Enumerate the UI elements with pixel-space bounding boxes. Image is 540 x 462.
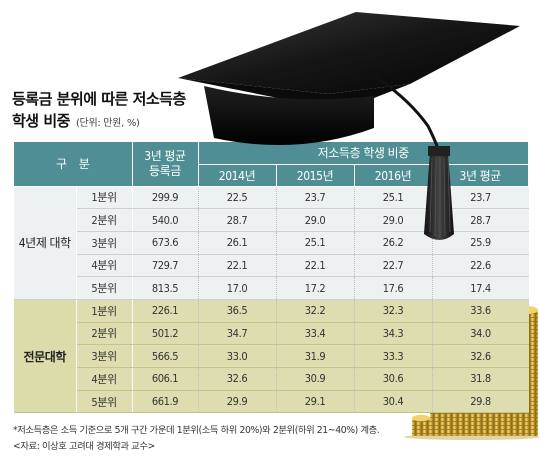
table-row: 4분위 606.1 32.6 30.9 30.6 31.8 — [14, 367, 529, 391]
quintile-cell: 3분위 — [75, 231, 132, 255]
unit-label: (단위: 만원, %) — [75, 118, 140, 129]
value-cell: 33.4 — [276, 322, 355, 346]
value-cell: 25.1 — [354, 186, 433, 210]
table-row: 2분위 540.0 28.7 29.0 29.0 28.7 — [14, 208, 529, 232]
quintile-cell: 4분위 — [75, 254, 132, 278]
table-row: 전문대학 1분위 226.1 36.5 32.2 32.3 33.6 — [14, 299, 529, 414]
value-cell: 23.7 — [276, 186, 355, 210]
quintile-cell: 2분위 — [75, 208, 132, 232]
value-cell: 31.9 — [276, 344, 355, 368]
avg-tuition-cell: 540.0 — [131, 208, 199, 232]
avg-tuition-cell: 813.5 — [131, 276, 199, 300]
quintile-cell: 4분위 — [75, 367, 132, 391]
table-row: 5분위 661.9 29.9 29.1 30.4 29.8 — [14, 390, 529, 414]
quintile-cell: 3분위 — [75, 344, 132, 368]
table-row: 5분위 813.5 17.0 17.2 17.6 17.4 — [14, 276, 529, 300]
value-cell: 17.6 — [354, 276, 433, 300]
table-row: 4년제 대학 1분위 299.9 22.5 23.7 25.1 23.7 — [14, 186, 529, 300]
value-cell: 25.1 — [276, 231, 355, 255]
quintile-cell: 2분위 — [75, 322, 132, 346]
table-row: 4분위 729.7 22.1 22.1 22.7 22.6 — [14, 254, 529, 278]
avg-tuition-cell: 661.9 — [131, 390, 199, 414]
value-cell: 22.1 — [276, 254, 355, 278]
table-row: 3분위 673.6 26.1 25.1 26.2 25.9 — [14, 231, 529, 255]
value-cell: 34.7 — [198, 322, 277, 346]
value-cell: 17.4 — [432, 276, 529, 300]
footnotes: *저소득층은 소득 기준으로 5개 구간 가운데 1분위(소득 하위 20%)와… — [13, 423, 533, 455]
title-line1: 등록금 분위에 따른 저소득층 — [12, 90, 186, 108]
college-group: 전문대학 1분위 226.1 36.5 32.2 32.3 33.6 2분위 5… — [14, 299, 529, 414]
value-cell: 30.4 — [354, 390, 433, 414]
univ-group: 4년제 대학 1분위 299.9 22.5 23.7 25.1 23.7 2분위… — [14, 186, 529, 300]
source-note: <자료: 이상호 고려대 경제학과 교수> — [13, 441, 155, 452]
table-row: 2분위 501.2 34.7 33.4 34.3 34.0 — [14, 322, 529, 346]
avg-tuition-cell: 729.7 — [131, 254, 199, 278]
value-cell: 30.9 — [276, 367, 355, 391]
value-cell: 26.2 — [354, 231, 433, 255]
value-cell: 22.6 — [432, 254, 529, 278]
graduation-cap-icon — [178, 12, 520, 240]
value-cell: 36.5 — [198, 299, 277, 323]
year-header: 2014년 — [198, 164, 277, 187]
avg-tuition-cell: 566.5 — [131, 344, 199, 368]
value-cell: 34.3 — [354, 322, 433, 346]
value-cell: 29.1 — [276, 390, 355, 414]
avg-tuition-cell: 673.6 — [131, 231, 199, 255]
avg-tuition-cell: 606.1 — [131, 367, 199, 391]
value-cell: 17.0 — [198, 276, 277, 300]
value-cell: 33.3 — [354, 344, 433, 368]
value-cell: 30.6 — [354, 367, 433, 391]
value-cell: 29.0 — [354, 208, 433, 232]
avg-tuition-cell: 501.2 — [131, 322, 199, 346]
quintile-cell: 5분위 — [75, 276, 132, 300]
quintile-cell: 1분위 — [75, 186, 132, 210]
group-label-college: 전문대학 — [14, 299, 77, 414]
value-cell: 32.2 — [276, 299, 355, 323]
value-cell: 34.0 — [432, 322, 529, 346]
value-cell: 29.8 — [432, 390, 529, 414]
quintile-cell: 5분위 — [75, 390, 132, 414]
value-cell: 31.8 — [432, 367, 529, 391]
value-cell: 32.6 — [198, 367, 277, 391]
title-line2: 학생 비중 — [12, 112, 70, 130]
value-cell: 22.7 — [354, 254, 433, 278]
category-header: 구 분 — [14, 142, 133, 187]
value-cell: 17.2 — [276, 276, 355, 300]
avg-tuition-cell: 226.1 — [131, 299, 199, 323]
value-cell: 25.9 — [432, 231, 529, 255]
value-cell: 22.5 — [198, 186, 277, 210]
avg-tuition-cell: 299.9 — [131, 186, 199, 210]
value-cell: 29.0 — [276, 208, 355, 232]
group-label-univ: 4년제 대학 — [14, 186, 77, 300]
value-cell: 32.6 — [432, 344, 529, 368]
value-cell: 28.7 — [198, 208, 277, 232]
quintile-cell: 1분위 — [75, 299, 132, 323]
table-row: 3분위 566.5 33.0 31.9 33.3 32.6 — [14, 344, 529, 368]
avg-tuition-header: 3년 평균 등록금 — [132, 142, 199, 187]
value-cell: 23.7 — [432, 186, 529, 210]
value-cell: 28.7 — [432, 208, 529, 232]
year-header: 3년 평균 — [432, 164, 529, 187]
value-cell: 22.1 — [198, 254, 277, 278]
value-cell: 33.0 — [198, 344, 277, 368]
low-income-share-table: 구 분 3년 평균 등록금 저소득층 학생 비중 2014년 2015년 201… — [14, 142, 529, 414]
value-cell: 26.1 — [198, 231, 277, 255]
year-header: 2015년 — [276, 164, 355, 187]
chart-title: 등록금 분위에 따른 저소득층 학생 비중 (단위: 만원, %) — [12, 88, 186, 135]
value-cell: 33.6 — [432, 299, 529, 323]
footnote-definition: *저소득층은 소득 기준으로 5개 구간 가운데 1분위(소득 하위 20%)와… — [13, 425, 380, 436]
year-header: 2016년 — [354, 164, 433, 187]
value-cell: 32.3 — [354, 299, 433, 323]
value-cell: 29.9 — [198, 390, 277, 414]
